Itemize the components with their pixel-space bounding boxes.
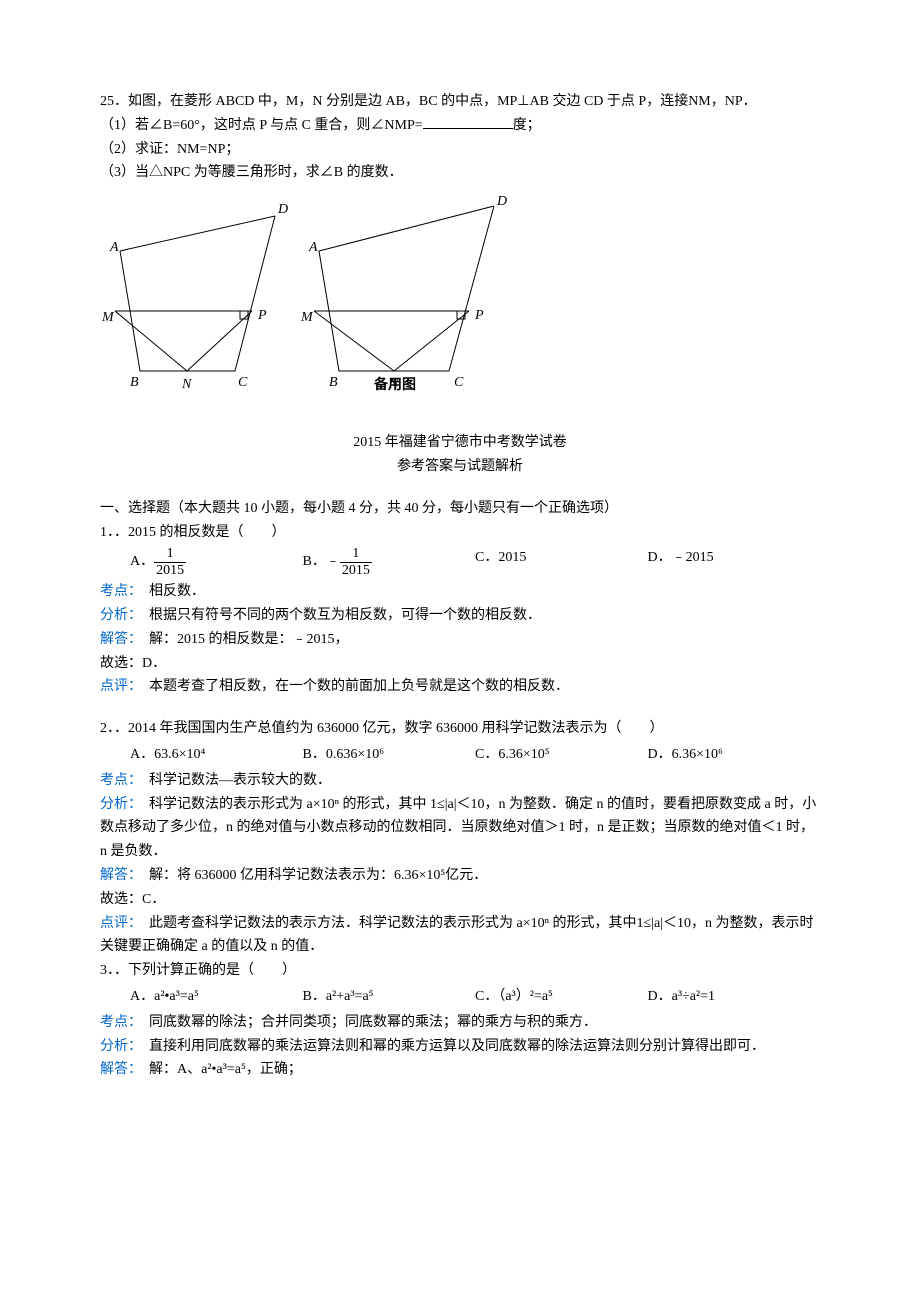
q25-part1-pre: （1）若∠B=60°，这时点 P 与点 C 重合，则∠NMP=: [100, 118, 423, 133]
q2-jieda-2: 故选：C．: [100, 888, 820, 912]
label-dianping: 点评：: [100, 916, 135, 931]
q2-choices: A．63.6×10⁴ B．0.636×10⁶ C．6.36×10⁵ D．6.36…: [130, 743, 820, 767]
q2-kaodian-text: 科学记数法—表示较大的数．: [149, 773, 331, 788]
fraction: 12015: [340, 546, 372, 578]
svg-text:B: B: [329, 375, 338, 390]
q1-kaodian-text: 相反数．: [149, 584, 205, 599]
q3-choices: A．a²•a³=a⁵ B．a²+a³=a⁵ C．（a³）²=a⁵ D．a³÷a²…: [130, 985, 820, 1009]
q2-choice-c: C．6.36×10⁵: [475, 743, 648, 767]
q25-stem: 25．如图，在菱形 ABCD 中，M，N 分别是边 AB，BC 的中点，MP⊥A…: [100, 90, 820, 114]
q25-part1: （1）若∠B=60°，这时点 P 与点 C 重合，则∠NMP= 度；: [100, 114, 820, 138]
q1-jieda: 解答： 解：2015 的相反数是：﹣2015，: [100, 628, 820, 652]
q1-choice-a: A．12015: [130, 546, 303, 578]
svg-text:P: P: [257, 308, 267, 323]
label-fenxi: 分析：: [100, 608, 135, 623]
q1-jieda-text: 解：2015 的相反数是：﹣2015，: [149, 632, 349, 647]
svg-text:A: A: [308, 240, 318, 255]
q1-stem: 1．．2015 的相反数是（ ）: [100, 521, 820, 545]
svg-text:B: B: [130, 375, 139, 390]
section-1-heading: 一、选择题（本大题共 10 小题，每小题 4 分，共 40 分，每小题只有一个正…: [100, 497, 820, 521]
q2-stem: 2．．2014 年我国国内生产总值约为 636000 亿元，数字 636000 …: [100, 717, 820, 741]
q2-jieda: 解答： 解：将 636000 亿用科学记数法表示为：6.36×10⁵亿元．: [100, 864, 820, 888]
svg-text:C: C: [454, 375, 464, 390]
fraction-num: 1: [340, 546, 372, 562]
q25-figures: A B C D M N P A B C: [100, 191, 820, 391]
label-fenxi: 分析：: [100, 797, 135, 812]
answer-title-1: 2015 年福建省宁德市中考数学试卷: [100, 431, 820, 455]
q1-jieda-2: 故选：D．: [100, 652, 820, 676]
q3-kaodian-text: 同底数幂的除法；合并同类项；同底数幂的乘法；幂的乘方与积的乘方．: [149, 1015, 597, 1030]
answer-title-2: 参考答案与试题解析: [100, 455, 820, 479]
q3-jieda: 解答： 解：A、a²•a³=a⁵，正确；: [100, 1058, 820, 1082]
svg-text:P: P: [474, 308, 484, 323]
label-kaodian: 考点：: [100, 584, 135, 599]
q3-stem: 3．．下列计算正确的是（ ）: [100, 959, 820, 983]
q3-choice-d: D．a³÷a²=1: [648, 985, 821, 1009]
q1-fenxi: 分析： 根据只有符号不同的两个数互为相反数，可得一个数的相反数．: [100, 604, 820, 628]
q25-figure-1: A B C D M N P: [100, 191, 295, 391]
label-fenxi: 分析：: [100, 1039, 135, 1054]
q1-choice-c: C．2015: [475, 546, 648, 578]
q1-choices: A．12015 B．﹣12015 C．2015 D．﹣2015: [130, 546, 820, 578]
q2-dianping-text: 此题考查科学记数法的表示方法．科学记数法的表示形式为 a×10ⁿ 的形式，其中1…: [100, 916, 814, 955]
spacer: [100, 699, 820, 717]
q1-kaodian: 考点： 相反数．: [100, 580, 820, 604]
label-jieda: 解答：: [100, 632, 135, 647]
svg-text:D: D: [496, 194, 507, 209]
label-jieda: 解答：: [100, 868, 135, 883]
svg-text:M: M: [101, 310, 115, 325]
label-dianping: 点评：: [100, 679, 135, 694]
spacer: [100, 479, 820, 497]
svg-text:A: A: [109, 240, 119, 255]
page: 25．如图，在菱形 ABCD 中，M，N 分别是边 AB，BC 的中点，MP⊥A…: [0, 0, 920, 1302]
fraction-den: 2015: [340, 563, 372, 578]
svg-text:N: N: [181, 377, 192, 391]
q1-fenxi-text: 根据只有符号不同的两个数互为相反数，可得一个数的相反数．: [149, 608, 541, 623]
q2-choice-b: B．0.636×10⁶: [303, 743, 476, 767]
q1-dianping: 点评： 本题考查了相反数，在一个数的前面加上负号就是这个数的相反数．: [100, 675, 820, 699]
blank-fill: [423, 114, 513, 129]
q2-jieda-text: 解：将 636000 亿用科学记数法表示为：6.36×10⁵亿元．: [149, 868, 487, 883]
q3-choice-b: B．a²+a³=a⁵: [303, 985, 476, 1009]
q25-part3: （3）当△NPC 为等腰三角形时，求∠B 的度数．: [100, 161, 820, 185]
q3-jieda-text: 解：A、a²•a³=a⁵，正确；: [149, 1062, 302, 1077]
q3-fenxi-text: 直接利用同底数幂的乘法运算法则和幂的乘方运算以及同底数幂的除法运算法则分别计算得…: [149, 1039, 765, 1054]
fraction: 12015: [154, 546, 186, 578]
label-kaodian: 考点：: [100, 773, 135, 788]
label-jieda: 解答：: [100, 1062, 135, 1077]
q1-choice-b: B．﹣12015: [303, 546, 476, 578]
choice-b-label: B．﹣: [303, 554, 340, 569]
q2-choice-d: D．6.36×10⁶: [648, 743, 821, 767]
q2-fenxi: 分析： 科学记数法的表示形式为 a×10ⁿ 的形式，其中 1≤|a|＜10，n …: [100, 793, 820, 864]
q25-part2: （2）求证：NM=NP；: [100, 138, 820, 162]
svg-text:M: M: [300, 310, 314, 325]
svg-text:D: D: [277, 202, 288, 217]
q3-choice-a: A．a²•a³=a⁵: [130, 985, 303, 1009]
fraction-den: 2015: [154, 563, 186, 578]
svg-text:C: C: [238, 375, 248, 390]
figure-caption: 备用图: [373, 376, 416, 391]
spacer: [100, 401, 820, 431]
q2-dianping: 点评： 此题考查科学记数法的表示方法．科学记数法的表示形式为 a×10ⁿ 的形式…: [100, 912, 820, 960]
q3-kaodian: 考点： 同底数幂的除法；合并同类项；同底数幂的乘法；幂的乘方与积的乘方．: [100, 1011, 820, 1035]
q1-dianping-text: 本题考查了相反数，在一个数的前面加上负号就是这个数的相反数．: [149, 679, 569, 694]
q2-kaodian: 考点： 科学记数法—表示较大的数．: [100, 769, 820, 793]
q25-part1-post: 度；: [513, 118, 541, 133]
q1-choice-d: D．﹣2015: [648, 546, 821, 578]
choice-a-label: A．: [130, 554, 154, 569]
label-kaodian: 考点：: [100, 1015, 135, 1030]
fraction-num: 1: [154, 546, 186, 562]
q25-figure-2: A B C D M N P 备用图: [299, 191, 509, 391]
q2-fenxi-text: 科学记数法的表示形式为 a×10ⁿ 的形式，其中 1≤|a|＜10，n 为整数．…: [100, 797, 816, 860]
q3-fenxi: 分析： 直接利用同底数幂的乘法运算法则和幂的乘方运算以及同底数幂的除法运算法则分…: [100, 1035, 820, 1059]
q3-choice-c: C．（a³）²=a⁵: [475, 985, 648, 1009]
q2-choice-a: A．63.6×10⁴: [130, 743, 303, 767]
